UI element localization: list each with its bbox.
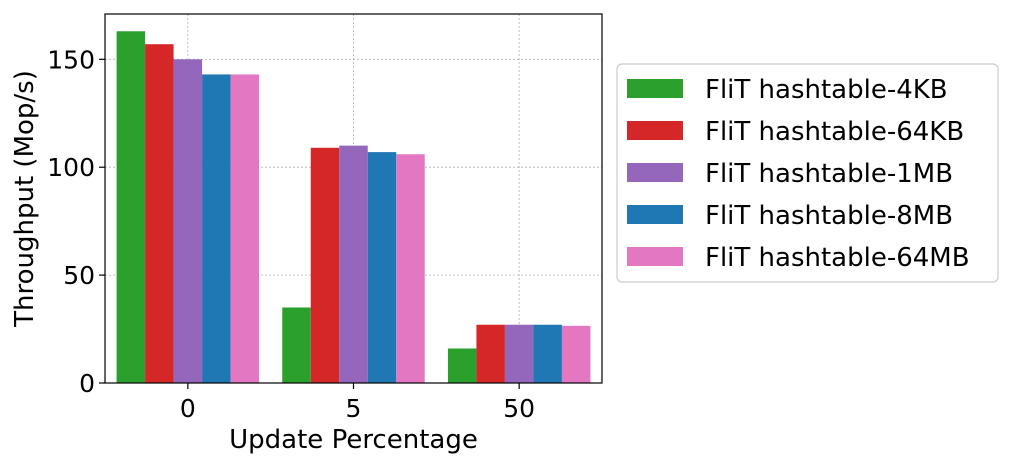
bar-flit-hashtable-8mb-0 bbox=[202, 74, 231, 383]
bar-flit-hashtable-4kb-50 bbox=[447, 348, 477, 383]
legend-swatch bbox=[627, 205, 683, 224]
bar-flit-hashtable-64kb-5 bbox=[310, 147, 340, 383]
axis-ticks: 0 50 100 150 0 5 50 bbox=[47, 45, 535, 423]
bar-flit-hashtable-64mb-50 bbox=[561, 325, 591, 383]
legend-swatch bbox=[627, 163, 683, 182]
bar-flit-hashtable-64kb-0 bbox=[145, 44, 174, 384]
bar-flit-hashtable-1mb-0 bbox=[173, 59, 203, 383]
bar-flit-hashtable-4kb-0 bbox=[116, 31, 146, 384]
bar-flit-hashtable-64mb-5 bbox=[396, 154, 425, 383]
y-tick-label: 0 bbox=[79, 369, 95, 398]
legend-swatch bbox=[627, 247, 683, 266]
legend-label: FliT hashtable-64KB bbox=[705, 117, 964, 147]
legend-label: FliT hashtable-1MB bbox=[705, 159, 953, 189]
bars bbox=[116, 31, 591, 384]
y-axis-label: Throughput (Mop/s) bbox=[10, 70, 40, 328]
bar-flit-hashtable-4kb-5 bbox=[282, 307, 311, 383]
x-axis-label: Update Percentage bbox=[229, 425, 478, 455]
legend-label: FliT hashtable-64MB bbox=[705, 243, 970, 273]
legend-label: FliT hashtable-8MB bbox=[705, 201, 953, 231]
x-tick-label: 5 bbox=[346, 394, 362, 423]
y-tick-label: 150 bbox=[47, 45, 95, 74]
bar-flit-hashtable-8mb-5 bbox=[367, 152, 397, 383]
x-tick-label: 0 bbox=[180, 394, 196, 423]
legend-swatch bbox=[627, 79, 683, 98]
legend-swatch bbox=[627, 121, 683, 140]
bar-flit-hashtable-64kb-50 bbox=[476, 324, 505, 383]
y-tick-label: 50 bbox=[63, 261, 95, 290]
legend-box bbox=[616, 63, 999, 283]
x-tick-label: 50 bbox=[503, 394, 535, 423]
bar-flit-hashtable-64mb-0 bbox=[230, 74, 260, 383]
legend-label: FliT hashtable-4KB bbox=[705, 75, 948, 105]
legend: FliT hashtable-4KB FliT hashtable-64KB Fli… bbox=[616, 63, 999, 283]
bar-flit-hashtable-1mb-50 bbox=[504, 324, 534, 383]
bar-flit-hashtable-8mb-50 bbox=[533, 324, 562, 383]
bar-flit-hashtable-1mb-5 bbox=[339, 145, 368, 383]
y-tick-label: 100 bbox=[47, 153, 95, 182]
